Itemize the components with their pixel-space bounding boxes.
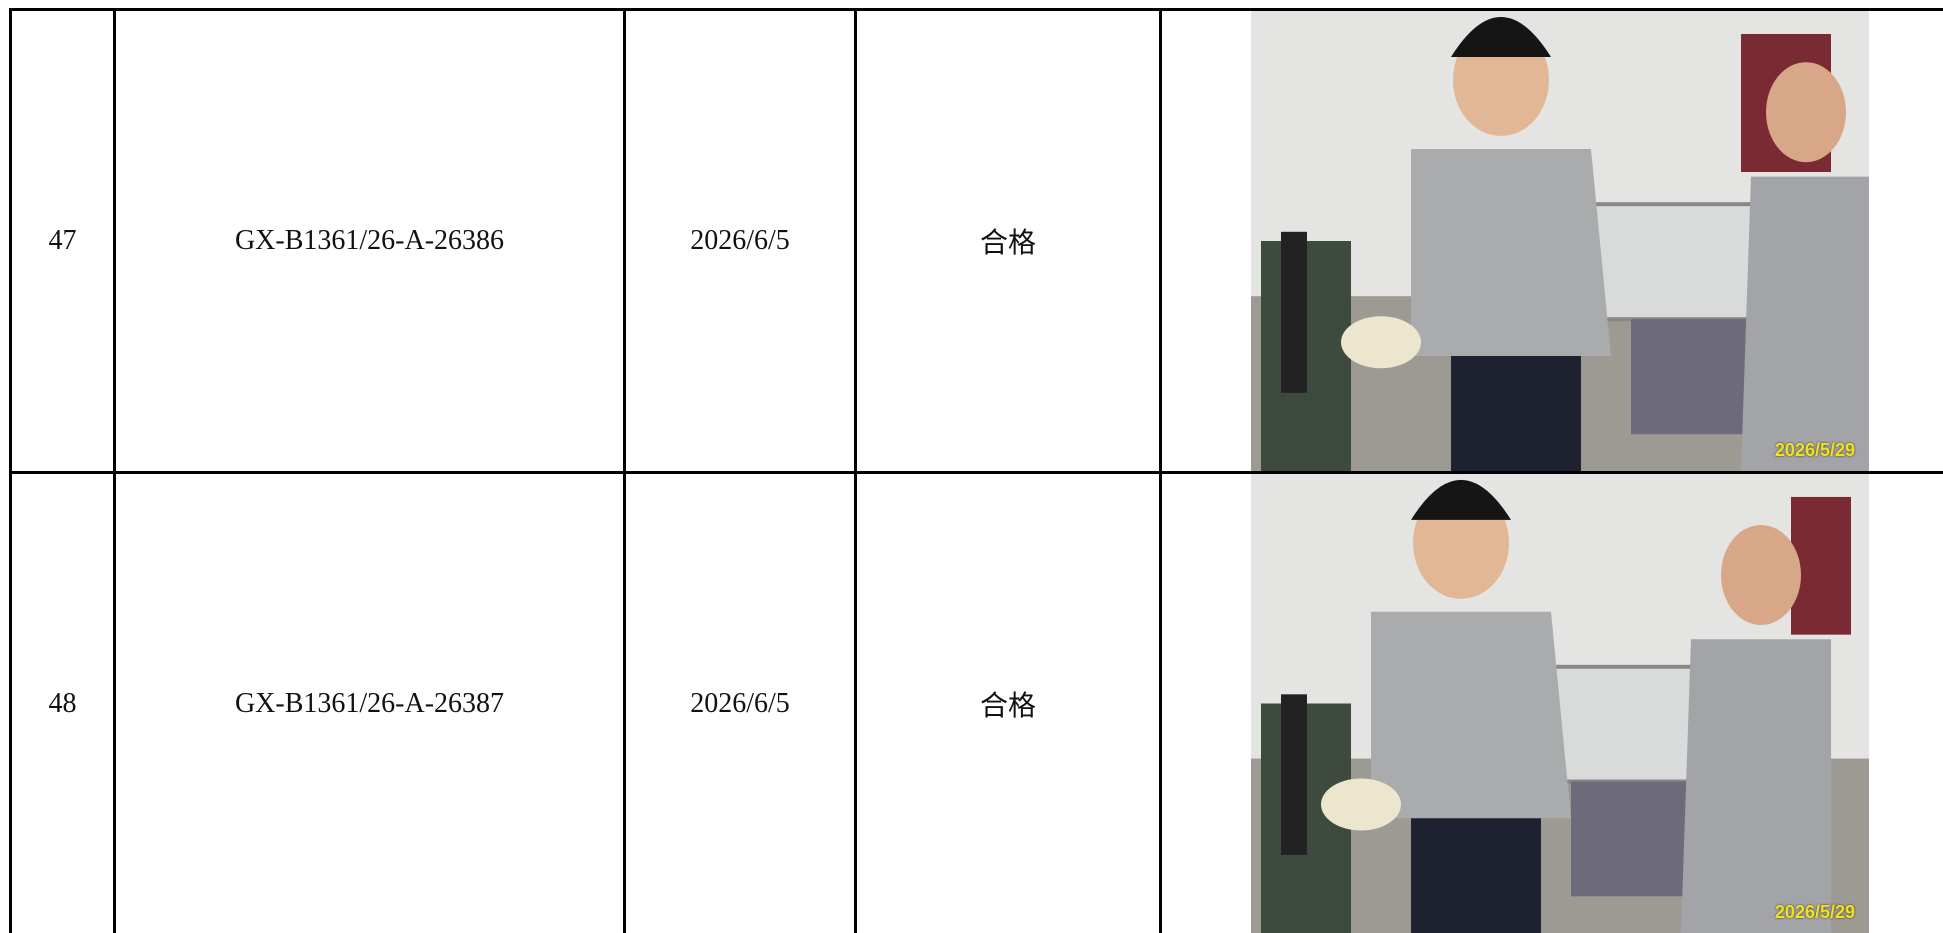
result-cell: 合格: [979, 228, 1036, 259]
index-cell: 47: [48, 225, 77, 256]
column-border: [113, 8, 116, 933]
date-cell: 2026/6/5: [690, 225, 790, 256]
column-border: [9, 8, 12, 933]
row-border: [9, 8, 1943, 11]
column-border: [1159, 8, 1162, 933]
column-border: [623, 8, 626, 933]
photo-date-stamp: 2026/5/29: [1774, 440, 1855, 460]
date-cell: 2026/6/5: [690, 687, 790, 719]
photo: 2026/5/29: [1251, 11, 1891, 471]
photo-date-stamp: 2026/5/29: [1774, 902, 1855, 922]
index-cell: 48: [48, 687, 77, 719]
photo: 2026/5/29: [1251, 474, 1869, 933]
code-cell: GX-B1361/26-A-26387: [234, 687, 505, 719]
code-cell: GX-B1361/26-A-26386: [234, 225, 505, 256]
column-border: [854, 8, 857, 933]
photo-image: [1251, 11, 1891, 471]
row-border: [9, 471, 1943, 474]
result-cell: 合格: [979, 690, 1036, 722]
photo-image: [1251, 474, 1869, 933]
